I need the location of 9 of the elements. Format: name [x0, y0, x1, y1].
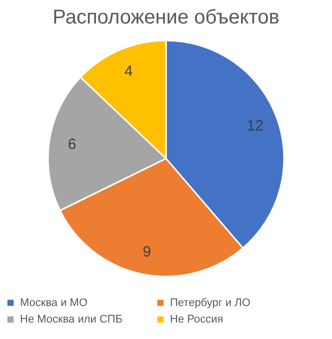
data-label: 6: [68, 136, 76, 154]
data-label: 4: [124, 63, 133, 80]
legend-label: Москва и МО: [20, 296, 88, 309]
legend-label: Не Россия: [170, 314, 224, 326]
legend-label: Петербург и ЛО: [170, 296, 251, 309]
data-label: 9: [142, 244, 152, 261]
legend-label: Не Москва или СПБ: [20, 314, 123, 326]
chart-title: Расположение объектов: [52, 6, 280, 28]
data-label: 12: [246, 118, 264, 135]
